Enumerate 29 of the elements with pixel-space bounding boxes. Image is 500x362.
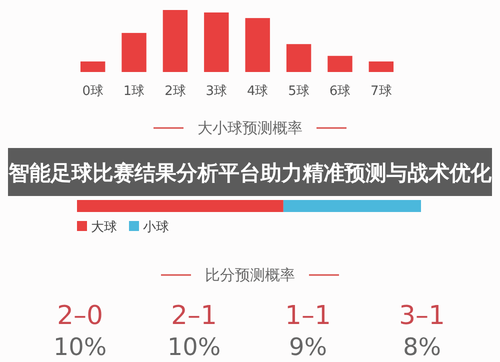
bar	[162, 10, 188, 72]
text: 8%	[402, 333, 442, 361]
bar	[204, 12, 229, 72]
text: 大小球预测概率	[198, 119, 302, 137]
chart-title: 智能足球比赛结果分析平台助力精准预测与战术优化	[8, 161, 492, 185]
text: 10%	[167, 333, 221, 361]
x-tick-label: 4球	[246, 84, 268, 99]
category-label: 3–1	[398, 301, 446, 331]
category-label: 2–1	[170, 301, 218, 331]
x-tick-label: 1球	[123, 84, 145, 99]
bar	[368, 61, 394, 72]
category-label: 2–0	[56, 301, 104, 331]
bar	[122, 32, 146, 72]
bar	[245, 18, 270, 72]
text: 10%	[53, 333, 107, 361]
x-tick-label: 2球	[164, 84, 186, 99]
legend-label: 小球	[143, 220, 169, 235]
bar	[80, 61, 106, 72]
x-tick-label: 3球	[206, 84, 228, 99]
bar	[328, 56, 352, 72]
text: 9%	[288, 333, 328, 361]
x-tick-label: 0球	[82, 84, 104, 99]
x-tick-label: 5球	[288, 84, 310, 99]
x-tick-label: 6球	[329, 84, 351, 99]
legend-label: 大球	[91, 220, 117, 235]
text: 比分预测概率	[205, 266, 295, 284]
category-label: 1–1	[284, 301, 332, 331]
x-tick-label: 7球	[370, 84, 392, 99]
bar	[286, 44, 312, 72]
